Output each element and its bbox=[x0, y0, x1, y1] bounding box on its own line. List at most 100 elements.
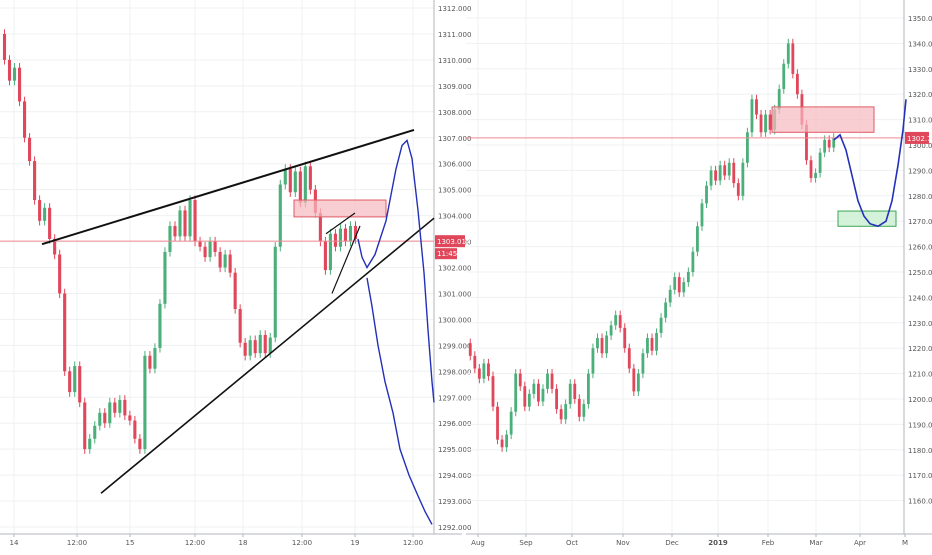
y-tick-label: 1293.000 bbox=[438, 498, 471, 506]
candle-body bbox=[288, 168, 292, 193]
candle-body bbox=[614, 315, 618, 326]
x-tick-label: Nov bbox=[616, 539, 630, 547]
candle-body bbox=[777, 89, 781, 110]
y-tick-label: 1301.000 bbox=[438, 290, 471, 298]
candle-body bbox=[193, 200, 197, 242]
candle-body bbox=[564, 404, 568, 420]
x-tick-label: Oct bbox=[566, 539, 578, 547]
y-tick-label: 1220.00 bbox=[908, 345, 932, 353]
candle-body bbox=[596, 338, 599, 349]
right-chart[interactable]: 1160.00 1170.00 1180.00 1190.00 1200.00 1210.… bbox=[466, 0, 932, 547]
candle-body bbox=[213, 241, 217, 252]
candle-body bbox=[505, 434, 509, 448]
candle-body bbox=[73, 366, 77, 393]
x-tick-label: M bbox=[902, 539, 908, 547]
candle-body bbox=[509, 411, 513, 435]
y-tick-label: 1160.00 bbox=[908, 498, 932, 506]
candle-body bbox=[759, 114, 763, 133]
candle-body bbox=[188, 200, 192, 237]
candle-body bbox=[128, 415, 132, 421]
y-tick-label: 1280.00 bbox=[908, 193, 932, 201]
candle-body bbox=[248, 340, 252, 356]
y-tick-label: 1260.00 bbox=[908, 244, 932, 252]
candle-body bbox=[228, 254, 232, 273]
wedge-lower-line bbox=[331, 225, 361, 294]
lower-trendline bbox=[100, 217, 435, 494]
candle-body bbox=[103, 412, 107, 424]
y-tick-label: 1180.00 bbox=[908, 447, 932, 455]
candle-body bbox=[709, 170, 713, 186]
left-chart[interactable]: 1292.000 1293.000 1294.000 1295.000 1296.000… bbox=[0, 0, 471, 547]
candle-body bbox=[814, 172, 817, 179]
candle-body bbox=[333, 233, 337, 247]
candle-body bbox=[823, 139, 827, 153]
y-tick-label: 1250.00 bbox=[908, 269, 932, 277]
candle-body bbox=[63, 293, 67, 372]
candle-body bbox=[591, 348, 595, 374]
candle-body bbox=[559, 409, 563, 420]
y-tick-label: 1295.000 bbox=[438, 446, 471, 454]
candle-body bbox=[108, 402, 112, 424]
candle-body bbox=[278, 184, 282, 247]
candle-body bbox=[600, 338, 604, 354]
candle-body bbox=[546, 373, 549, 389]
candle-body bbox=[308, 166, 312, 190]
candle-body bbox=[527, 393, 531, 407]
candle-body bbox=[268, 337, 272, 354]
y-tick-label: 1309.000 bbox=[438, 83, 471, 91]
projection-path-down bbox=[366, 277, 433, 525]
supply-zone bbox=[771, 106, 875, 133]
candle-body bbox=[28, 137, 32, 162]
x-tick-label: Sep bbox=[519, 539, 533, 547]
candle-body bbox=[686, 272, 690, 283]
candle-body bbox=[58, 254, 62, 294]
candle-body bbox=[700, 203, 704, 227]
x-tick-label: Apr bbox=[854, 539, 866, 547]
candle-body bbox=[198, 241, 202, 247]
candle-body bbox=[705, 185, 708, 204]
candle-body bbox=[68, 371, 72, 393]
candle-body bbox=[655, 332, 658, 351]
candle-body bbox=[153, 347, 157, 369]
candle-body bbox=[138, 438, 142, 450]
countdown-label: 11:45 bbox=[437, 250, 457, 258]
candle-body bbox=[123, 399, 127, 416]
projection-path bbox=[833, 99, 907, 228]
candle-body bbox=[258, 334, 262, 354]
candle-body bbox=[53, 238, 57, 255]
x-tick-label: 12:00 bbox=[403, 539, 423, 547]
y-tick-label: 1240.00 bbox=[908, 294, 932, 302]
candle-body bbox=[732, 162, 736, 184]
candle-body bbox=[113, 402, 117, 413]
candle-body bbox=[487, 363, 490, 377]
candle-body bbox=[23, 101, 27, 138]
candle-body bbox=[768, 114, 772, 130]
x-tick-label: Feb bbox=[762, 539, 775, 547]
candle-body bbox=[714, 170, 718, 181]
candle-body bbox=[233, 272, 237, 310]
x-tick-label: 2019 bbox=[708, 539, 728, 547]
x-tick-label: 18 bbox=[239, 539, 248, 547]
y-tick-label: 1270.00 bbox=[908, 218, 932, 226]
candle-body bbox=[641, 353, 645, 374]
candle-body bbox=[348, 225, 353, 242]
candle-body bbox=[805, 124, 808, 161]
candle-body bbox=[673, 277, 677, 290]
candle-body bbox=[691, 251, 695, 272]
candle-body bbox=[158, 303, 162, 348]
candle-body bbox=[555, 388, 559, 410]
y-tick-label: 1310.00 bbox=[908, 117, 932, 125]
candle-body bbox=[78, 366, 82, 403]
x-tick-label: Mar bbox=[809, 539, 822, 547]
candle-body bbox=[532, 383, 536, 394]
y-tick-label: 1294.000 bbox=[438, 472, 471, 480]
x-tick-label: 12:00 bbox=[67, 539, 87, 547]
candle-body bbox=[541, 388, 545, 402]
candle-body bbox=[223, 254, 227, 268]
candle-body bbox=[168, 225, 172, 252]
candle-body bbox=[582, 404, 586, 417]
candle-body bbox=[782, 63, 786, 90]
y-tick-label: 1200.00 bbox=[908, 396, 932, 404]
candle-body bbox=[500, 439, 504, 448]
